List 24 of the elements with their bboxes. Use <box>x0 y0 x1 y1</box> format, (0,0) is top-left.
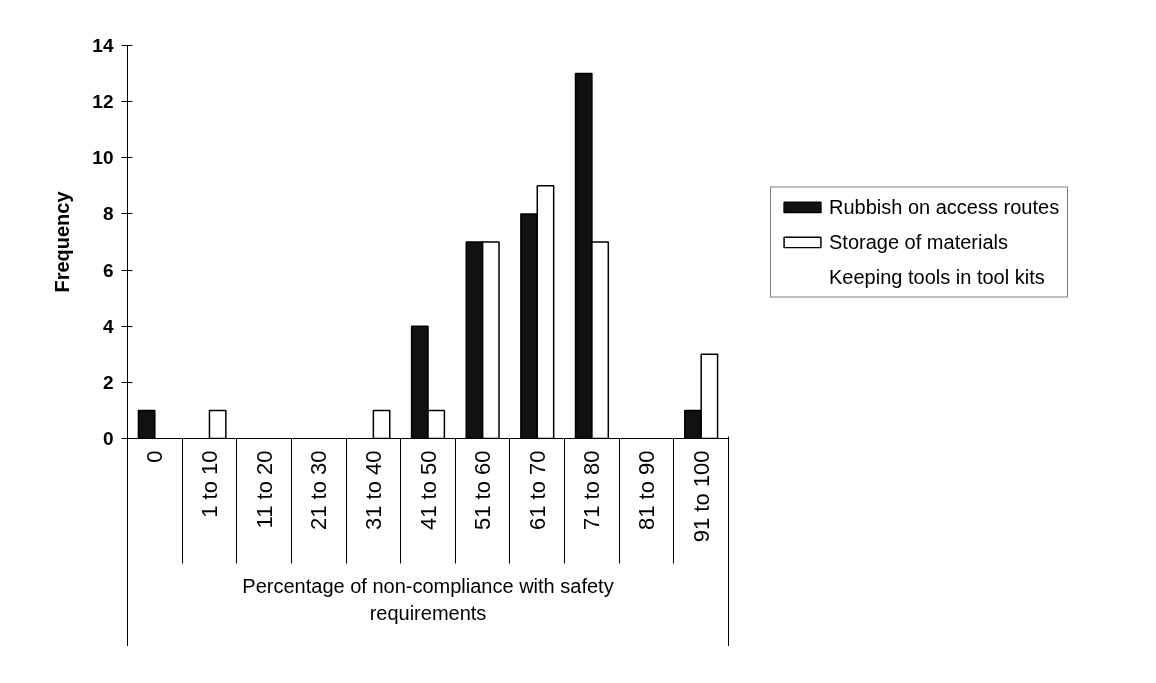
x-tick-label: 1 to 10 <box>196 450 222 518</box>
x-tick-label: 31 to 40 <box>360 450 386 531</box>
x-tick-label: 21 to 30 <box>306 450 332 531</box>
y-tick-label: 8 <box>102 203 114 225</box>
y-tick-label: 14 <box>92 35 114 56</box>
x-tick-label: 41 to 50 <box>415 450 441 531</box>
y-tick-label: 4 <box>102 315 114 337</box>
x-tick-label: 91 to 100 <box>688 450 714 543</box>
x-axis-title: Percentage of non-compliance with safety requirements <box>242 575 614 624</box>
x-tick-label: 51 to 60 <box>470 450 496 531</box>
x-tick-label: 11 to 20 <box>251 450 277 529</box>
legend-label: Rubbish on access routes <box>829 195 1060 218</box>
y-tick-label: 2 <box>102 371 114 393</box>
x-tick-label: 0 <box>142 450 168 463</box>
x-tick-label: 81 to 90 <box>634 450 660 531</box>
legend-label: Storage of materials <box>829 230 1008 253</box>
x-tick-label: 61 to 70 <box>524 450 550 531</box>
text: Keeping tools in tool kits <box>829 265 1045 288</box>
x-tick-label: 71 to 80 <box>579 450 605 531</box>
y-axis-title: Frequency <box>51 190 74 293</box>
y-tick-label: 10 <box>92 147 114 169</box>
y-tick-label: 12 <box>92 91 114 113</box>
y-tick-label: 6 <box>102 259 114 281</box>
y-tick-label: 0 <box>102 428 114 449</box>
